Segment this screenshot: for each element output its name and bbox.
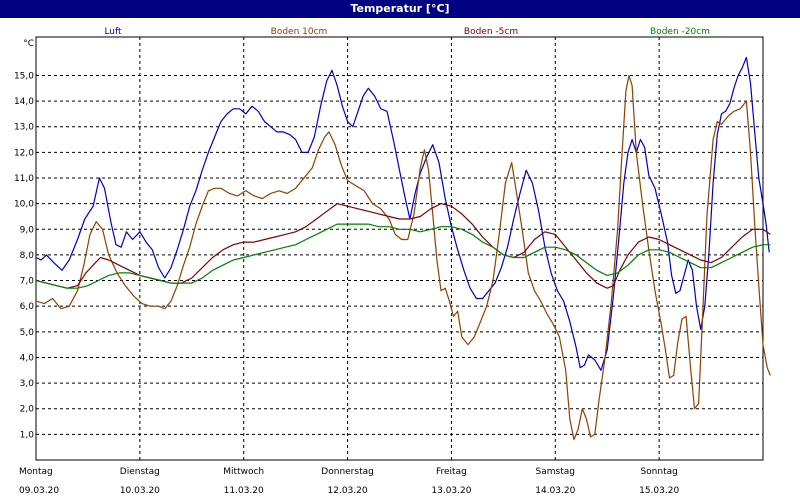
x-date-label: 12.03.20 (328, 486, 368, 496)
x-date-label: 14.03.20 (535, 486, 575, 496)
x-day-label: Dienstag (120, 467, 160, 477)
y-tick-label: 2,0 (20, 405, 35, 415)
y-tick-label: 13,0 (14, 123, 34, 133)
x-date-label: 11.03.20 (224, 486, 264, 496)
y-tick-label: 15,0 (14, 71, 34, 81)
x-day-label: Freitag (436, 467, 467, 477)
y-tick-label: 8,0 (20, 251, 35, 261)
x-day-label: Donnerstag (321, 467, 374, 477)
x-axis: Montag 09.03.20 Dienstag 10.03.20 Mittwoch 11… (19, 467, 679, 496)
legend-entry: Boden -20cm (650, 27, 710, 37)
series-line-luft (35, 56, 770, 371)
y-tick-label: 9,0 (20, 225, 35, 235)
y-tick-label: 4,0 (20, 353, 35, 363)
y-tick-label: 3,0 (20, 379, 35, 389)
x-date-label: 13.03.20 (431, 486, 471, 496)
x-day-label: Montag (19, 467, 53, 477)
y-tick-label: 1,0 (20, 430, 35, 440)
plot-area (35, 36, 764, 461)
y-tick-label: 11,0 (14, 174, 34, 184)
y-tick-label: 12,0 (14, 148, 34, 158)
legend-entry: Boden 10cm (271, 27, 328, 37)
x-day-label: Samstag (536, 467, 575, 477)
legend-entry: Boden -5cm (464, 27, 518, 37)
series-line-boden-10cm (35, 74, 771, 441)
x-date-label: 15.03.20 (639, 486, 679, 496)
y-tick-label: 7,0 (20, 277, 35, 287)
legend-entry: Luft (104, 27, 122, 37)
y-tick-label: 5,0 (20, 328, 35, 338)
chart-title: Temperatur [°C] (0, 0, 800, 18)
y-axis: 1,0 2,0 3,0 4,0 5,0 6,0 7,0 8,0 9,0 10,0 11,0 12,0 1… (14, 39, 34, 440)
y-axis-unit: °C (23, 39, 34, 49)
x-day-label: Mittwoch (223, 467, 264, 477)
y-tick-label: 10,0 (14, 200, 34, 210)
series-lines (35, 56, 771, 441)
x-day-label: Sonntag (640, 467, 677, 477)
y-tick-label: 14,0 (14, 97, 34, 107)
x-date-label: 10.03.20 (120, 486, 160, 496)
x-date-label: 09.03.20 (19, 486, 59, 496)
legend: Luft Boden 10cm Boden -5cm Boden -20cm (104, 27, 710, 37)
y-tick-label: 6,0 (20, 302, 35, 312)
series-line-boden-20cm (35, 223, 771, 289)
